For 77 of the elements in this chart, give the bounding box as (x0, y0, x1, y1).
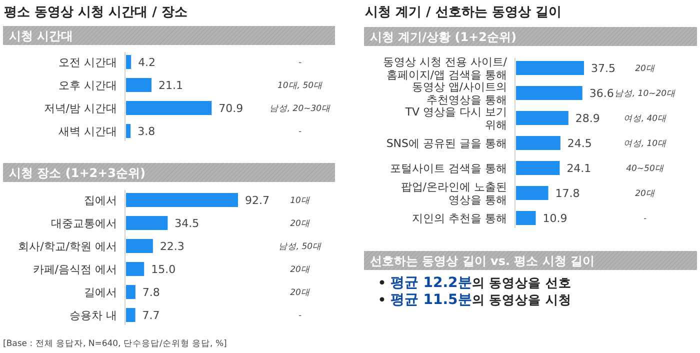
data-label: 34.5 (174, 217, 200, 230)
text: 20대 (290, 265, 310, 275)
text: 10대 (290, 196, 310, 206)
y-tick-label: 승용차 내 (70, 309, 117, 322)
bar (516, 186, 548, 200)
chart-subtitle: 시청 시간대 (9, 29, 74, 43)
text: 여성, 40대 (623, 114, 667, 124)
y-tick-label: 오후 시간대 (58, 79, 117, 92)
bar (126, 285, 136, 299)
data-label: 22.3 (160, 240, 184, 253)
data-label: 28.9 (575, 112, 600, 125)
data-label: 15.0 (151, 263, 176, 276)
chart-title: 평소 동영상 시청 시간대 / 장소 (4, 5, 188, 20)
data-label: 24.1 (566, 162, 592, 175)
bar (516, 136, 560, 150)
text: - (298, 127, 302, 137)
text: - (298, 58, 302, 68)
bar (126, 101, 212, 115)
bar (516, 111, 568, 125)
text: 남성, 20~30대 (269, 104, 331, 114)
text: 10대, 50대 (277, 81, 323, 91)
bar (126, 239, 153, 253)
bar (126, 216, 168, 230)
y-tick-label: 집에서 (84, 194, 117, 207)
data-label: 36.6 (589, 87, 614, 100)
text: • 평균 12.2분의 동영상을 선호 (378, 275, 572, 291)
data-label: 70.9 (218, 102, 244, 115)
data-label: 3.8 (138, 125, 156, 138)
chart-subtitle: 시청 계기/상황 (1+2순위) (370, 30, 516, 44)
y-tick-label: 오전 시간대 (58, 56, 117, 69)
text: 남성, 10~20대 (614, 89, 676, 99)
data-label: 7.7 (142, 309, 160, 322)
data-label: 37.5 (591, 62, 616, 75)
bar (126, 262, 144, 276)
text: 20대 (290, 288, 310, 298)
y-tick-label: 새벽 시간대 (58, 125, 117, 138)
text: 여성, 10대 (623, 139, 667, 149)
bar (126, 55, 132, 69)
text: 남성, 50대 (278, 242, 322, 252)
bar (516, 161, 560, 175)
y-tick-label: 동영상 시청 전용 사이트/홈페이지/앱 검색을 통해 (382, 56, 508, 82)
text: 20대 (635, 64, 655, 74)
y-tick-label: SNS에 공유된 글을 통해 (386, 137, 507, 150)
y-tick-label: 회사/학교/학원 에서 (18, 240, 117, 253)
y-tick-label: 카페/음식점 에서 (32, 263, 117, 276)
data-label: 92.7 (245, 194, 270, 207)
y-tick-label: 길에서 (84, 286, 117, 299)
data-label: 7.8 (142, 286, 160, 299)
text: 20대 (290, 219, 310, 229)
y-tick-label: 저녁/밤 시간대 (44, 102, 117, 115)
data-label: 10.9 (542, 212, 568, 225)
bar (516, 211, 536, 225)
bar (516, 61, 584, 75)
bar (126, 124, 131, 138)
y-tick-label: 대중교통에서 (51, 217, 117, 230)
chart-title: 시청 계기 / 선호하는 동영상 길이 (365, 5, 562, 20)
data-label: 24.5 (567, 137, 592, 150)
y-tick-label: 지인의 추천을 통해 (412, 212, 507, 225)
y-tick-label: TV 영상을 다시 보기 위해 (404, 106, 507, 132)
bar (126, 193, 238, 207)
y-tick-label: 팝업/온라인에 노출된 영상을 통해 (400, 180, 507, 206)
data-label: 21.1 (158, 79, 183, 92)
bar (126, 78, 152, 92)
text: 40~50대 (626, 164, 664, 174)
text: [Base : 전체 응답자, N=640, 단수응답/순위형 응답, %] (3, 339, 227, 349)
y-tick-label: 동영상 앱/사이트의 추천영상을 통해 (412, 80, 507, 106)
y-tick-label: 포털사이트 검색을 통해 (390, 162, 507, 175)
data-label: 4.2 (138, 56, 156, 69)
text: • 평균 11.5분의 동영상을 시청 (378, 292, 572, 308)
text: 선호하는 동영상 길이 vs. 평소 시청 길이 (370, 254, 595, 268)
text: - (298, 311, 302, 321)
bar (126, 308, 136, 322)
data-label: 17.8 (555, 187, 580, 200)
bar (516, 86, 582, 100)
chart-title: 시청 장소 (1+2+3순위) (9, 166, 146, 180)
text: 20대 (635, 189, 655, 199)
text: - (643, 214, 647, 224)
